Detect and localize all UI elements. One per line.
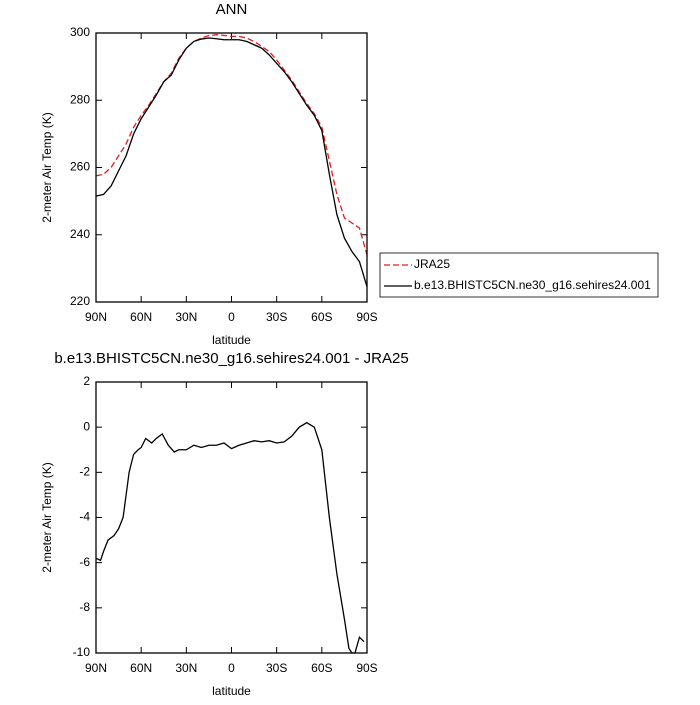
x-tick-label: 30S [266,661,287,675]
legend-label: JRA25 [414,257,450,271]
x-tick-label: 30N [175,310,197,324]
x-axis-label: latitude [212,333,251,347]
chart-title: ANN [216,1,248,18]
x-tick-label: 90N [85,661,107,675]
x-axis-label: latitude [212,684,251,698]
y-tick-label: -6 [79,555,90,569]
y-tick-label: 260 [70,160,90,174]
y-tick-label: -2 [79,465,90,479]
x-tick-label: 60S [311,310,332,324]
data-line [95,421,365,654]
y-axis-label: 2-meter Air Temp (K) [40,462,54,572]
legend-box [379,252,659,298]
x-tick-label: 30N [175,661,197,675]
y-tick-label: 280 [70,92,90,106]
y-tick-label: 240 [70,227,90,241]
plot-frame [95,381,368,654]
x-tick-label: 0 [228,310,235,324]
data-line [95,34,368,256]
y-tick-label: 220 [70,294,90,308]
chart-title: b.e13.BHISTC5CN.ne30_g16.sehires24.001 -… [54,350,408,367]
y-axis-label: 2-meter Air Temp (K) [40,112,54,222]
x-tick-label: 90N [85,310,107,324]
x-tick-label: 90S [356,310,377,324]
x-tick-label: 60S [311,661,332,675]
y-tick-label: 0 [83,419,90,433]
x-tick-label: 60N [130,310,152,324]
plot-frame [95,32,368,303]
x-tick-label: 90S [356,661,377,675]
y-tick-label: 300 [70,25,90,39]
x-tick-label: 60N [130,661,152,675]
y-tick-label: 2 [83,374,90,388]
y-tick-label: -4 [79,510,90,524]
y-tick-label: -10 [73,645,91,659]
legend-label: b.e13.BHISTC5CN.ne30_g16.sehires24.001 [414,278,651,292]
x-tick-label: 30S [266,310,287,324]
data-line [95,37,368,288]
y-tick-label: -8 [79,600,90,614]
x-tick-label: 0 [228,661,235,675]
